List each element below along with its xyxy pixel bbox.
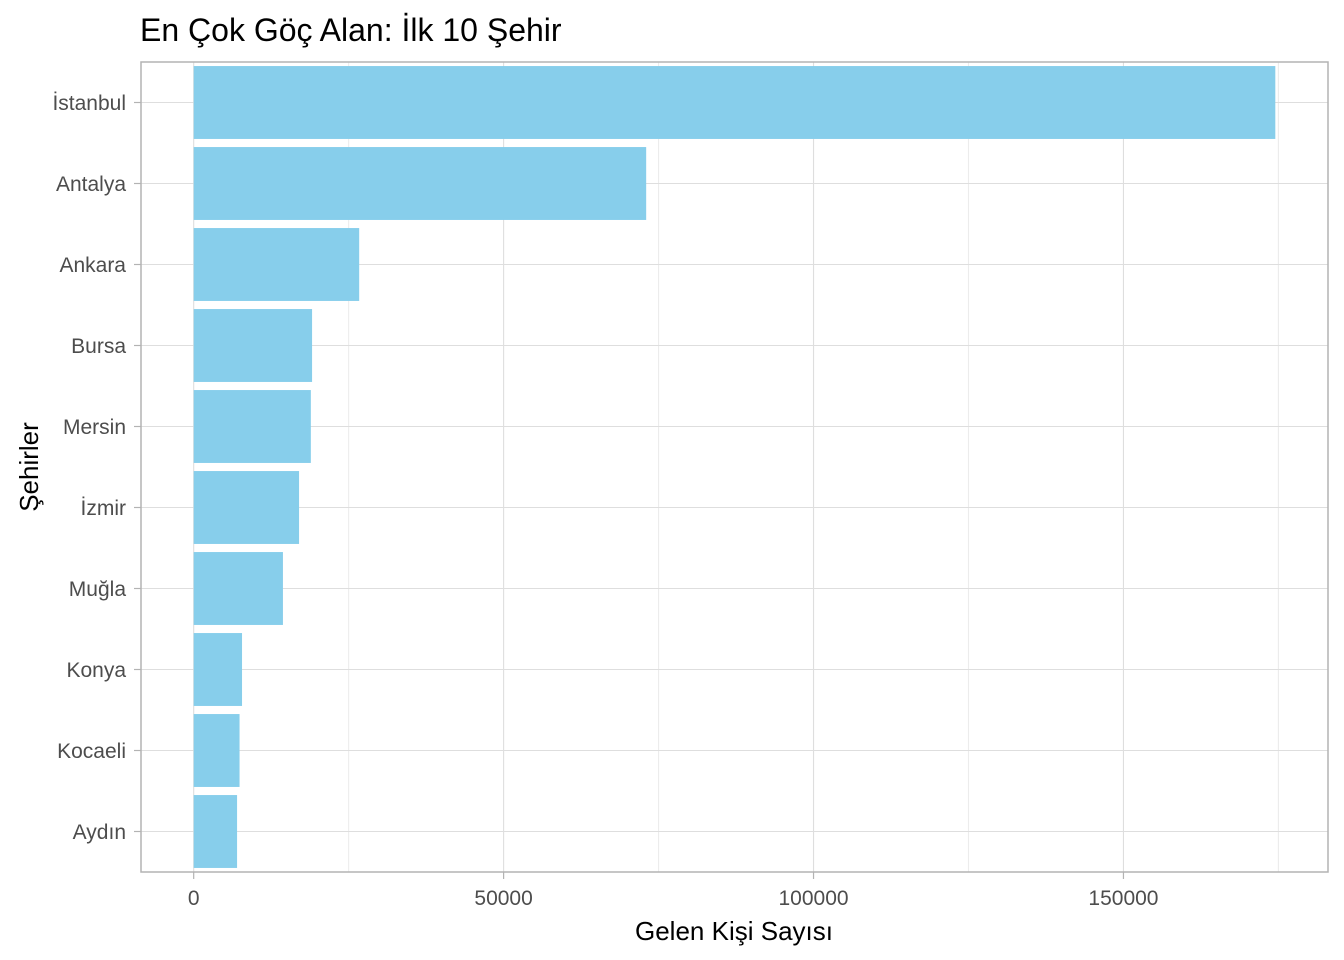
bars — [193, 66, 1276, 868]
bar — [193, 66, 1276, 139]
x-tick-label: 50000 — [474, 887, 532, 910]
chart-title: En Çok Göç Alan: İlk 10 Şehir — [140, 12, 562, 48]
x-axis-title: Gelen Kişi Sayısı — [635, 916, 833, 946]
bar — [193, 471, 300, 544]
axis-ticks — [134, 101, 1125, 879]
y-tick-label: Mersin — [63, 416, 126, 439]
y-tick-label: Konya — [66, 659, 126, 682]
x-axis-tick-labels: 0 50000 100000 150000 — [188, 887, 1159, 910]
bar — [193, 633, 243, 706]
y-axis-title: Şehirler — [14, 422, 44, 512]
bar — [193, 390, 311, 463]
x-tick-label: 150000 — [1088, 887, 1158, 910]
bar — [193, 147, 647, 220]
y-axis-tick-labels: İstanbul Antalya Ankara Bursa Mersin İzmir Muğ… — [52, 92, 126, 844]
y-tick-label: Ankara — [59, 254, 126, 277]
y-tick-label: İstanbul — [52, 92, 126, 115]
x-tick-label: 100000 — [778, 887, 848, 910]
y-tick-label: Kocaeli — [57, 740, 126, 763]
panel-border — [140, 61, 1329, 873]
y-tick-label: İzmir — [81, 497, 127, 520]
bar — [193, 795, 238, 868]
x-tick-label: 0 — [188, 887, 200, 910]
y-tick-label: Antalya — [56, 173, 126, 196]
y-tick-label: Bursa — [71, 335, 126, 358]
bar — [193, 228, 360, 301]
y-tick-label: Aydın — [73, 821, 126, 844]
bar — [193, 309, 313, 382]
bar — [193, 552, 283, 625]
y-tick-label: Muğla — [69, 578, 127, 601]
bar — [193, 714, 240, 787]
